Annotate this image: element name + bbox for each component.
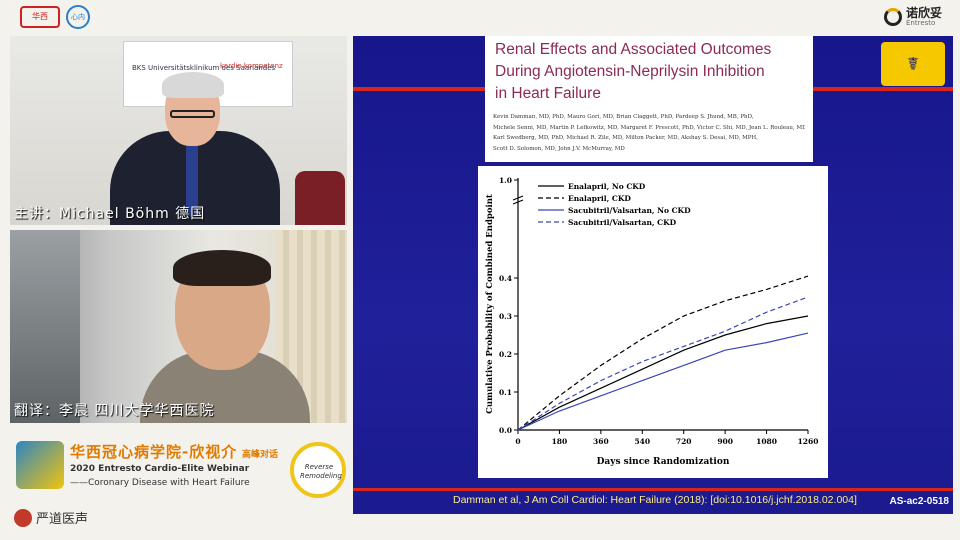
footer-logo-icon (14, 508, 32, 527)
slide-title-line: During Angiotensin-Neprilysin Inhibition (495, 63, 765, 80)
top-bar: 华西 心内 诺欣妥 Entresto (0, 0, 960, 34)
slide-emblem-icon: ☤ (881, 42, 945, 86)
translator-hair (173, 250, 271, 286)
speaker-glasses (170, 110, 215, 118)
y-tick-label: 0.1 (499, 388, 512, 397)
department-logo: 心内 (66, 5, 90, 29)
translator-caption: 翻译：李晨 四川大学华西医院 (14, 403, 215, 419)
legend-entry: Enalapril, No CKD (568, 182, 646, 191)
author-line: Michele Senni, MD, Martin P. Lefkowitz, … (493, 124, 805, 131)
x-tick-label: 540 (634, 437, 650, 446)
km-chart: 0.0 0.1 0.2 0.3 0.4 1.0 0 180 360 540 720 900 1080 12… (478, 166, 828, 478)
footer-logo-text: 严道医声 (36, 512, 89, 527)
entresto-mark-icon (883, 8, 902, 26)
x-tick-label: 360 (593, 437, 609, 446)
slide-title-line: in Heart Failure (495, 85, 601, 102)
emblem-text: Reverse Remodeling (300, 463, 342, 480)
banner-left-text: BKS Universitätsklinikum des Saarlandes (132, 64, 276, 72)
x-tick-label: 0 (515, 437, 520, 446)
x-tick-label: 180 (552, 437, 568, 446)
banner-right-text: kardio kompetenz (220, 62, 283, 70)
slide-title: Renal Effects and Associated Outcomes Du… (485, 36, 813, 108)
entresto-brand-cn: 诺欣妥 (905, 6, 942, 20)
x-tick-label: 1260 (798, 437, 819, 446)
footer-logo: 严道医声 (14, 508, 88, 527)
reverse-remodeling-emblem: Reverse Remodeling (290, 442, 346, 498)
y-axis-label: Cumulative Probability of Combined Endpo… (485, 194, 495, 414)
speaker-tie (186, 146, 198, 216)
series-line (517, 296, 809, 431)
y-tick-label: 1.0 (499, 176, 512, 185)
entresto-logo: 诺欣妥 Entresto (883, 4, 942, 30)
legend-entry: Sacubitril/Valsartan, No CKD (568, 206, 691, 215)
author-line: Karl Swedberg, MD, PhD, Michael R. Zile,… (493, 135, 758, 141)
series-line (517, 315, 809, 431)
college-icon (16, 441, 64, 489)
y-tick-label: 0.4 (499, 274, 512, 283)
translator-video[interactable]: 翻译：李晨 四川大学华西医院 (10, 230, 347, 423)
webinar-title-suffix: 高峰对话 (242, 450, 279, 460)
y-tick-label: 0.0 (499, 426, 512, 435)
webinar-branding: 华西冠心病学院-欣视介 高峰对话 2020 Entresto Cardio-El… (12, 437, 352, 497)
author-line: Kevin Damman, MD, PhD, Mauro Gori, MD, B… (493, 114, 754, 120)
speaker-caption: 主讲：Michael Böhm 德国 (14, 206, 206, 222)
km-chart-svg: 0.0 0.1 0.2 0.3 0.4 1.0 0 180 360 540 720 900 1080 12… (485, 176, 819, 467)
webinar-title: 华西冠心病学院-欣视介 (70, 443, 238, 461)
legend-entry: Enalapril, CKD (568, 194, 631, 203)
slide-code: AS-ac2-0518 (889, 496, 949, 507)
slide-citation: Damman et al, J Am Coll Cardiol: Heart F… (453, 494, 857, 506)
axis-break-mark (512, 195, 524, 201)
window (10, 230, 80, 423)
slide-authors: Kevin Damman, MD, PhD, Mauro Gori, MD, B… (485, 108, 813, 162)
hospital-logo: 华西 (20, 6, 60, 28)
x-tick-label: 720 (676, 437, 692, 446)
author-line: Scott D. Solomon, MD, John J.V. McMurray… (493, 145, 625, 152)
chair (295, 171, 345, 225)
y-tick-label: 0.3 (499, 312, 512, 321)
entresto-brand-en: Entresto (905, 19, 936, 27)
webinar-subtitle: 2020 Entresto Cardio-Elite Webinar (70, 464, 250, 474)
axis-break-mark (512, 199, 524, 205)
series-line (517, 332, 809, 431)
webinar-topic: ——Coronary Disease with Heart Failure (70, 478, 250, 488)
x-axis-label: Days since Randomization (597, 457, 730, 467)
slide-title-line: Renal Effects and Associated Outcomes (495, 41, 772, 58)
legend-entry: Sacubitril/Valsartan, CKD (568, 218, 677, 227)
slide-emblem-glyph: ☤ (906, 53, 920, 75)
x-tick-label: 1080 (756, 437, 777, 446)
x-tick-label: 900 (717, 437, 733, 446)
speaker-video[interactable]: BKS Universitätsklinikum des Saarlandes … (10, 36, 347, 225)
series-line (517, 275, 809, 431)
slide-footer-rule (353, 488, 953, 491)
presentation-slide: Renal Effects and Associated Outcomes Du… (353, 36, 953, 514)
speaker-hair (162, 72, 224, 98)
y-tick-label: 0.2 (499, 350, 512, 359)
